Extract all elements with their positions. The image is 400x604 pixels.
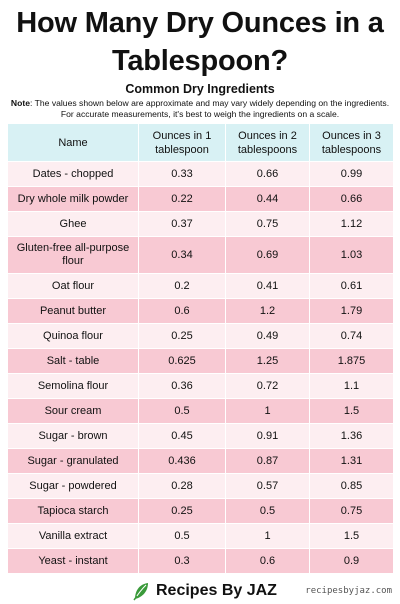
ounces-2-tbsp: 0.6 <box>225 548 310 574</box>
page-title: How Many Dry Ounces in a Tablespoon? <box>16 7 384 77</box>
ounces-1-tbsp: 0.2 <box>138 273 226 299</box>
ingredient-name: Vanilla extract <box>7 523 139 549</box>
ounces-2-tbsp: 0.5 <box>225 498 310 524</box>
ounces-2-tbsp: 1.25 <box>225 348 310 374</box>
footer: Recipes By JAZ recipesbyjaz.com <box>0 578 400 604</box>
ingredient-name: Sugar - granulated <box>7 448 139 474</box>
ounces-3-tbsp: 1.1 <box>309 373 394 399</box>
table-row: Sour cream 0.5 1 1.5 <box>7 398 394 424</box>
ingredient-name: Sugar - powdered <box>7 473 139 499</box>
ounces-1-tbsp: 0.25 <box>138 323 226 349</box>
ounces-3-tbsp: 1.03 <box>309 236 394 274</box>
ounces-1-tbsp: 0.5 <box>138 523 226 549</box>
ounces-2-tbsp: 0.87 <box>225 448 310 474</box>
table-row: Tapioca starch 0.25 0.5 0.75 <box>7 498 394 524</box>
conversion-table: Name Ounces in 1 tablespoon Ounces in 2 … <box>7 123 394 574</box>
table-row: Dates - chopped 0.33 0.66 0.99 <box>7 161 394 187</box>
ounces-3-tbsp: 0.66 <box>309 186 394 212</box>
ounces-1-tbsp: 0.3 <box>138 548 226 574</box>
table-row: Gluten-free all-purpose flour 0.34 0.69 … <box>7 236 394 274</box>
ounces-2-tbsp: 0.49 <box>225 323 310 349</box>
ounces-3-tbsp: 0.61 <box>309 273 394 299</box>
ounces-3-tbsp: 1.5 <box>309 523 394 549</box>
ounces-2-tbsp: 0.44 <box>225 186 310 212</box>
header-name: Name <box>7 123 139 162</box>
leaf-icon <box>133 583 148 601</box>
subtitle: Common Dry Ingredients <box>125 82 275 96</box>
ounces-3-tbsp: 1.79 <box>309 298 394 324</box>
table-row: Peanut butter 0.6 1.2 1.79 <box>7 298 394 324</box>
ingredient-name: Dates - chopped <box>7 161 139 187</box>
ounces-3-tbsp: 0.74 <box>309 323 394 349</box>
ingredient-name: Dry whole milk powder <box>7 186 139 212</box>
ounces-2-tbsp: 0.66 <box>225 161 310 187</box>
table-row: Sugar - brown 0.45 0.91 1.36 <box>7 423 394 449</box>
ounces-3-tbsp: 1.5 <box>309 398 394 424</box>
ounces-3-tbsp: 1.12 <box>309 211 394 237</box>
ounces-2-tbsp: 0.91 <box>225 423 310 449</box>
brand-logo: Recipes By JAZ <box>132 581 277 601</box>
ingredient-name: Gluten-free all-purpose flour <box>7 236 139 274</box>
table-header-row: Name Ounces in 1 tablespoon Ounces in 2 … <box>7 123 394 162</box>
ounces-1-tbsp: 0.34 <box>138 236 226 274</box>
ounces-1-tbsp: 0.436 <box>138 448 226 474</box>
table-row: Yeast - instant 0.3 0.6 0.9 <box>7 548 394 574</box>
table-row: Ghee 0.37 0.75 1.12 <box>7 211 394 237</box>
table-row: Salt - table 0.625 1.25 1.875 <box>7 348 394 374</box>
ingredient-name: Sour cream <box>7 398 139 424</box>
ingredient-name: Yeast - instant <box>7 548 139 574</box>
ingredient-name: Peanut butter <box>7 298 139 324</box>
ounces-3-tbsp: 0.75 <box>309 498 394 524</box>
ounces-2-tbsp: 0.57 <box>225 473 310 499</box>
table-row: Oat flour 0.2 0.41 0.61 <box>7 273 394 299</box>
table-row: Sugar - granulated 0.436 0.87 1.31 <box>7 448 394 474</box>
ounces-1-tbsp: 0.28 <box>138 473 226 499</box>
ounces-1-tbsp: 0.33 <box>138 161 226 187</box>
ounces-1-tbsp: 0.22 <box>138 186 226 212</box>
note-text: : The values shown below are approximate… <box>30 98 390 119</box>
ounces-3-tbsp: 0.85 <box>309 473 394 499</box>
ingredient-name: Tapioca starch <box>7 498 139 524</box>
ounces-2-tbsp: 0.72 <box>225 373 310 399</box>
ingredient-name: Semolina flour <box>7 373 139 399</box>
ingredient-name: Ghee <box>7 211 139 237</box>
ounces-3-tbsp: 1.36 <box>309 423 394 449</box>
table-row: Vanilla extract 0.5 1 1.5 <box>7 523 394 549</box>
note-label: Note <box>10 98 30 108</box>
ingredient-name: Oat flour <box>7 273 139 299</box>
ounces-3-tbsp: 0.99 <box>309 161 394 187</box>
ounces-2-tbsp: 1.2 <box>225 298 310 324</box>
ounces-2-tbsp: 0.69 <box>225 236 310 274</box>
ounces-1-tbsp: 0.6 <box>138 298 226 324</box>
ounces-1-tbsp: 0.25 <box>138 498 226 524</box>
ounces-1-tbsp: 0.625 <box>138 348 226 374</box>
table-row: Quinoa flour 0.25 0.49 0.74 <box>7 323 394 349</box>
ounces-1-tbsp: 0.5 <box>138 398 226 424</box>
ingredient-name: Quinoa flour <box>7 323 139 349</box>
ounces-2-tbsp: 1 <box>225 398 310 424</box>
brand-name: Recipes By JAZ <box>156 582 277 599</box>
header-2-tbsp: Ounces in 2 tablespoons <box>225 123 310 162</box>
ounces-3-tbsp: 1.31 <box>309 448 394 474</box>
ounces-3-tbsp: 1.875 <box>309 348 394 374</box>
table-row: Dry whole milk powder 0.22 0.44 0.66 <box>7 186 394 212</box>
website-url[interactable]: recipesbyjaz.com <box>305 586 392 596</box>
ounces-2-tbsp: 1 <box>225 523 310 549</box>
table-row: Semolina flour 0.36 0.72 1.1 <box>7 373 394 399</box>
ounces-1-tbsp: 0.45 <box>138 423 226 449</box>
header-3-tbsp: Ounces in 3 tablespoons <box>309 123 394 162</box>
ounces-2-tbsp: 0.75 <box>225 211 310 237</box>
ingredient-name: Salt - table <box>7 348 139 374</box>
ounces-3-tbsp: 0.9 <box>309 548 394 574</box>
header-1-tbsp: Ounces in 1 tablespoon <box>138 123 226 162</box>
ounces-1-tbsp: 0.36 <box>138 373 226 399</box>
ounces-1-tbsp: 0.37 <box>138 211 226 237</box>
note: Note: The values shown below are approxi… <box>8 98 392 120</box>
ounces-2-tbsp: 0.41 <box>225 273 310 299</box>
ingredient-name: Sugar - brown <box>7 423 139 449</box>
table-row: Sugar - powdered 0.28 0.57 0.85 <box>7 473 394 499</box>
